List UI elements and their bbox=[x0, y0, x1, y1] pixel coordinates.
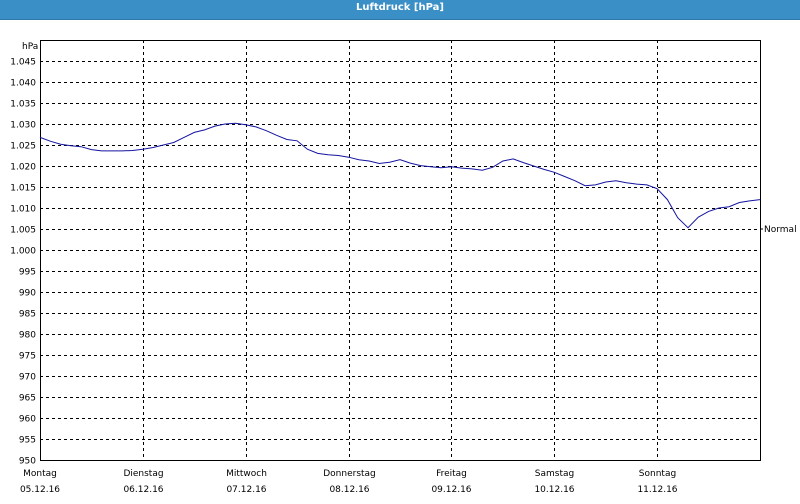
x-tick-day-label: Samstag bbox=[535, 469, 574, 479]
y-tick-label: 995 bbox=[19, 268, 36, 278]
y-tick-label: 1.025 bbox=[10, 142, 36, 152]
x-tick-day-label: Dienstag bbox=[123, 469, 163, 479]
grid-lines bbox=[40, 40, 760, 460]
y-tick-label: 990 bbox=[19, 289, 36, 299]
y-tick-label: 975 bbox=[19, 352, 36, 362]
chart-title-bar: Luftdruck [hPa] bbox=[0, 0, 800, 20]
x-tick-date-label: 11.12.16 bbox=[637, 485, 677, 495]
x-axis-ticks: Montag 05.12.16 Dienstag 06.12.16 Mittwoch 07… bbox=[20, 469, 678, 495]
y-tick-label: 1.045 bbox=[10, 58, 36, 68]
x-tick-date-label: 07.12.16 bbox=[226, 485, 266, 495]
y-tick-label: 1.000 bbox=[10, 247, 36, 257]
x-tick-day-label: Donnerstag bbox=[323, 469, 376, 479]
y-axis-unit-label: hPa bbox=[22, 42, 38, 52]
y-tick-label: 985 bbox=[19, 310, 36, 320]
chart-area: 950 955 960 965 970 975 980 985 990 995 1.000 1.005… bbox=[0, 20, 800, 500]
x-tick-day-label: Montag bbox=[23, 469, 57, 479]
y-tick-label: 955 bbox=[19, 436, 36, 446]
y-axis-ticks: 950 955 960 965 970 975 980 985 990 995 1.000 1.005… bbox=[10, 58, 36, 467]
x-tick-date-label: 05.12.16 bbox=[20, 485, 60, 495]
normal-reference-label: Normal bbox=[764, 225, 797, 235]
x-tick-date-label: 08.12.16 bbox=[329, 485, 369, 495]
y-tick-label: 965 bbox=[19, 394, 36, 404]
y-tick-label: 970 bbox=[19, 373, 36, 383]
pressure-line-chart: 950 955 960 965 970 975 980 985 990 995 1.000 1.005… bbox=[10, 40, 797, 495]
x-tick-date-label: 09.12.16 bbox=[431, 485, 471, 495]
y-tick-label: 950 bbox=[19, 457, 36, 467]
x-tick-date-label: 10.12.16 bbox=[534, 485, 574, 495]
y-tick-label: 1.010 bbox=[10, 205, 36, 215]
x-tick-date-label: 06.12.16 bbox=[123, 485, 163, 495]
x-tick-day-label: Sonntag bbox=[639, 469, 676, 479]
y-tick-label: 1.040 bbox=[10, 79, 36, 89]
y-tick-label: 980 bbox=[19, 331, 36, 341]
x-tick-day-label: Freitag bbox=[436, 469, 467, 479]
y-tick-label: 1.005 bbox=[10, 226, 36, 236]
y-tick-label: 1.030 bbox=[10, 121, 36, 131]
y-tick-label: 1.015 bbox=[10, 184, 36, 194]
y-tick-label: 960 bbox=[19, 415, 36, 425]
series-layer bbox=[39, 122, 761, 229]
pressure-series-line bbox=[39, 122, 761, 229]
plot-frame bbox=[40, 40, 761, 461]
x-tick-day-label: Mittwoch bbox=[226, 469, 267, 479]
y-tick-label: 1.035 bbox=[10, 100, 36, 110]
y-tick-label: 1.020 bbox=[10, 163, 36, 173]
chart-title: Luftdruck [hPa] bbox=[356, 2, 444, 13]
